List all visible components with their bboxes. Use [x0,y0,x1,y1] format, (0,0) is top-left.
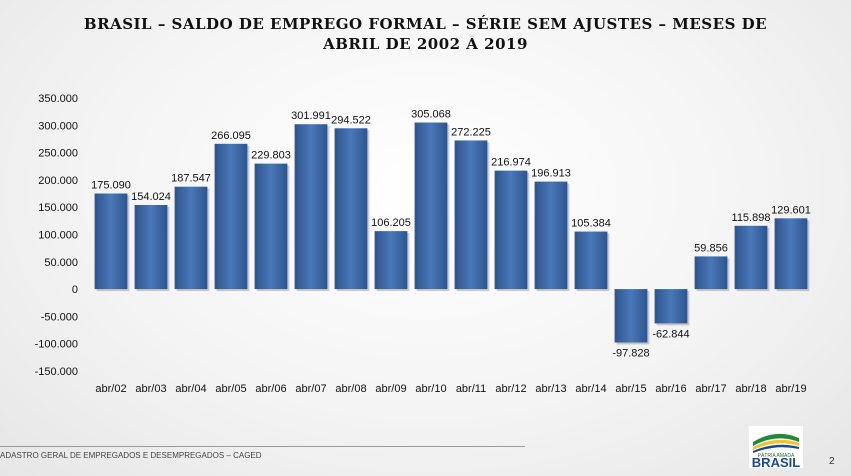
bar [294,124,328,290]
bar [654,289,688,324]
y-tick-label: -150.000 [35,366,78,378]
x-tick-label: abr/17 [695,383,726,395]
x-tick-label: abr/15 [615,383,646,395]
x-tick-label: abr/06 [255,383,286,395]
x-tick-label: abr/18 [735,383,766,395]
chart-title-line2: ABRIL DE 2002 A 2019 [323,35,528,53]
data-label: 294.522 [331,114,371,126]
bar [734,225,768,290]
source-note: ADASTRO GERAL DE EMPREGADOS E DESEMPREGA… [0,451,262,460]
data-label: 105.384 [571,218,611,230]
y-tick-label: 350.000 [38,93,78,105]
page-number: 2 [829,456,835,467]
x-tick-label: abr/10 [415,383,446,395]
logo-stripe-yellow [753,439,799,450]
x-tick-label: abr/14 [575,383,606,395]
data-label: -62.844 [652,328,689,340]
y-axis: 350.000 300.000 250.000 200.000 150.000 100.0… [35,93,78,378]
data-label: 175.090 [91,180,131,192]
data-label: 301.991 [291,110,331,122]
data-label: 196.913 [531,168,571,180]
bar [614,289,648,343]
bar [534,181,568,290]
x-tick-label: abr/07 [295,383,326,395]
data-label: 272.225 [451,126,491,138]
x-tick-label: abr/02 [95,383,126,395]
y-tick-label: 100.000 [38,230,78,242]
bar [174,186,208,290]
bar [214,143,248,290]
bar [694,256,728,290]
data-label: 106.205 [371,217,411,229]
data-label: 129.601 [771,204,811,216]
data-label: 187.547 [171,173,211,185]
chart-title: BRASIL – SALDO DE EMPREGO FORMAL – SÉRIE… [0,14,851,54]
x-tick-label: abr/11 [456,383,486,395]
x-tick-label: abr/04 [175,383,206,395]
bar [94,193,128,290]
y-tick-label: 250.000 [38,148,78,160]
x-tick-label: abr/08 [335,383,366,395]
x-tick-label: abr/09 [375,383,406,395]
bar [774,218,808,290]
x-axis: abr/02 abr/03 abr/04 abr/05 abr/06 abr/07 abr/… [95,383,806,395]
bar [334,128,368,290]
data-label: 59.856 [694,242,728,254]
data-label: 154.024 [131,191,171,203]
bar [494,170,528,290]
bar [414,122,448,290]
y-tick-label: 150.000 [38,202,78,214]
x-tick-label: abr/05 [215,383,246,395]
data-label: -97.828 [612,348,649,360]
x-tick-label: abr/13 [535,383,566,395]
logo-stripe-green [753,433,799,446]
x-tick-label: abr/03 [135,383,166,395]
bar [374,231,408,290]
x-tick-label: abr/12 [495,383,526,395]
data-label: 115.898 [732,212,771,224]
x-tick-label: abr/16 [655,383,686,395]
footer-divider [0,446,525,447]
bar [134,205,168,290]
logo-tagline: PÁTRIA AMADA [758,452,795,459]
data-label: 229.803 [251,150,291,162]
data-label: 266.095 [211,130,251,142]
y-tick-label: 50.000 [44,257,78,269]
brasil-government-logo: PÁTRIA AMADA BRASIL [749,426,803,468]
y-tick-label: 200.000 [38,175,78,187]
bar [574,231,608,290]
y-tick-label: 0 [72,284,78,296]
logo-stripe-blue [753,444,799,453]
logo-brand: BRASIL [752,455,800,468]
bar [254,163,288,290]
data-label: 305.068 [411,109,451,121]
data-label: 216.974 [491,157,531,169]
bar [454,140,488,290]
y-tick-label: 300.000 [38,120,78,132]
y-tick-label: -50.000 [41,311,78,323]
y-tick-label: -100.000 [35,339,78,351]
x-tick-label: abr/19 [775,383,806,395]
chart-title-line1: BRASIL – SALDO DE EMPREGO FORMAL – SÉRIE… [83,15,768,33]
